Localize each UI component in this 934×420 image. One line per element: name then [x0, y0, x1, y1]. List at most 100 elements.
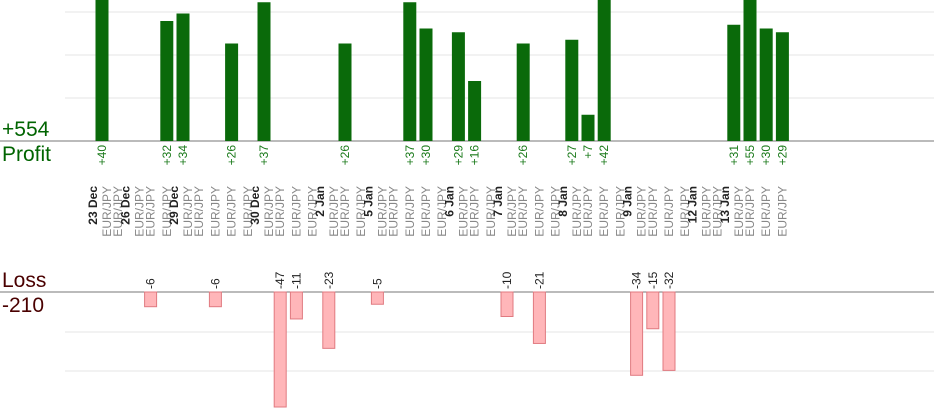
date-label: 30 Dec	[248, 186, 262, 225]
date-label: 7 Jan	[491, 186, 505, 217]
profit-value-label: +34	[176, 145, 190, 166]
pair-label: EUR/JPY	[241, 186, 255, 237]
pair-label: EUR/JPY	[468, 186, 482, 237]
loss-bar	[144, 291, 158, 308]
pair-label: EUR/JPY	[225, 186, 239, 237]
loss-bar	[208, 291, 222, 308]
profit-total: +554	[2, 118, 50, 141]
loss-bar	[289, 291, 303, 320]
pair-label: EUR/JPY	[306, 186, 320, 237]
profit-value-label: +37	[257, 145, 271, 166]
profit-bar	[727, 24, 741, 141]
profit-bar	[516, 43, 530, 141]
pair-label: EUR/JPY	[732, 186, 746, 237]
profit-value-label: +29	[775, 145, 789, 166]
loss-bar	[370, 291, 384, 305]
pair-label: EUR/JPY	[375, 186, 389, 237]
pair-label: EUR/JPY	[635, 186, 649, 237]
profit-bar	[743, 0, 757, 141]
pair-label: EUR/JPY	[646, 186, 660, 237]
profit-value-label: +26	[225, 145, 239, 166]
profit-value-label: +30	[419, 145, 433, 166]
profit-bar	[225, 43, 239, 141]
profit-value-label: +37	[403, 145, 417, 166]
loss-value-label: -11	[289, 272, 303, 289]
loss-value-label: -47	[273, 271, 287, 289]
loss-value-label: -21	[532, 271, 546, 289]
pair-label: EUR/JPY	[181, 186, 195, 237]
pair-label: EUR/JPY	[743, 186, 757, 237]
loss-bar	[646, 291, 660, 330]
pair-label: EUR/JPY	[144, 186, 158, 237]
loss-bar	[630, 291, 644, 376]
profit-bar	[257, 2, 271, 141]
profit-value-label: +29	[451, 145, 465, 166]
pair-label: EUR/JPY	[613, 186, 627, 237]
loss-value-label: -10	[500, 271, 514, 289]
profit-value-label: +40	[95, 145, 109, 166]
pair-label: EUR/JPY	[111, 186, 125, 237]
date-label: 13 Jan	[718, 186, 732, 223]
pair-label: EUR/JPY	[570, 186, 584, 237]
pair-label: EUR/JPY	[516, 186, 530, 237]
loss-bar	[322, 291, 336, 349]
pair-label: EUR/JPY	[160, 186, 174, 237]
pair-label: EUR/JPY	[289, 186, 303, 237]
pair-label: EUR/JPY	[505, 186, 519, 237]
profit-value-label: +55	[743, 145, 757, 166]
date-label: 6 Jan	[442, 186, 456, 217]
pair-label: EUR/JPY	[699, 186, 713, 237]
profit-value-label: +31	[727, 145, 741, 166]
date-label: 29 Dec	[167, 186, 181, 225]
pair-label: EUR/JPY	[581, 186, 595, 237]
pair-label: EUR/JPY	[354, 186, 368, 237]
profit-bar	[597, 0, 611, 141]
profit-value-label: +32	[160, 145, 174, 166]
profit-bar	[581, 114, 595, 141]
pair-label: EUR/JPY	[327, 186, 341, 237]
date-label: 2 Jan	[313, 186, 327, 217]
pair-label: EUR/JPY	[484, 186, 498, 237]
pair-label: EUR/JPY	[435, 186, 449, 237]
profit-bar	[759, 28, 773, 141]
pair-label: EUR/JPY	[532, 186, 546, 237]
loss-bar	[532, 291, 546, 344]
profit-value-label: +26	[338, 145, 352, 166]
pair-label: EUR/JPY	[456, 186, 470, 237]
loss-value-label: -6	[208, 278, 222, 289]
date-label: 26 Dec	[118, 186, 132, 225]
profit-value-label: +16	[468, 145, 482, 166]
loss-value-label: -6	[144, 278, 158, 289]
date-label: 5 Jan	[361, 186, 375, 217]
profit-bar	[451, 32, 465, 141]
profit-value-label: +42	[597, 145, 611, 166]
pair-label: EUR/JPY	[273, 186, 287, 237]
profit-bar	[419, 28, 433, 141]
profit-bar	[160, 21, 174, 141]
pair-label: EUR/JPY	[403, 186, 417, 237]
profit-value-label: +26	[516, 145, 530, 166]
profit-bar	[176, 13, 190, 141]
profit-value-label: +30	[759, 145, 773, 166]
loss-bar	[500, 291, 514, 317]
profit-bar	[468, 81, 482, 141]
pair-label: EUR/JPY	[338, 186, 352, 237]
profit-bar	[403, 2, 417, 141]
date-label: 8 Jan	[556, 186, 570, 217]
profit-bar	[565, 39, 579, 141]
pair-label: EUR/JPY	[597, 186, 611, 237]
pair-label: EUR/JPY	[132, 186, 146, 237]
profit-bar	[775, 32, 789, 141]
profit-bar	[95, 0, 109, 141]
pair-label: EUR/JPY	[662, 186, 676, 237]
pair-label: EUR/JPY	[387, 186, 401, 237]
loss-bar	[273, 291, 287, 408]
profit-value-label: +27	[565, 145, 579, 166]
pair-label: EUR/JPY	[775, 186, 789, 237]
pair-label: EUR/JPY	[549, 186, 563, 237]
pair-label: EUR/JPY	[711, 186, 725, 237]
profit-label: Profit	[2, 143, 52, 166]
pair-label: EUR/JPY	[419, 186, 433, 237]
date-label: 9 Jan	[621, 186, 635, 217]
